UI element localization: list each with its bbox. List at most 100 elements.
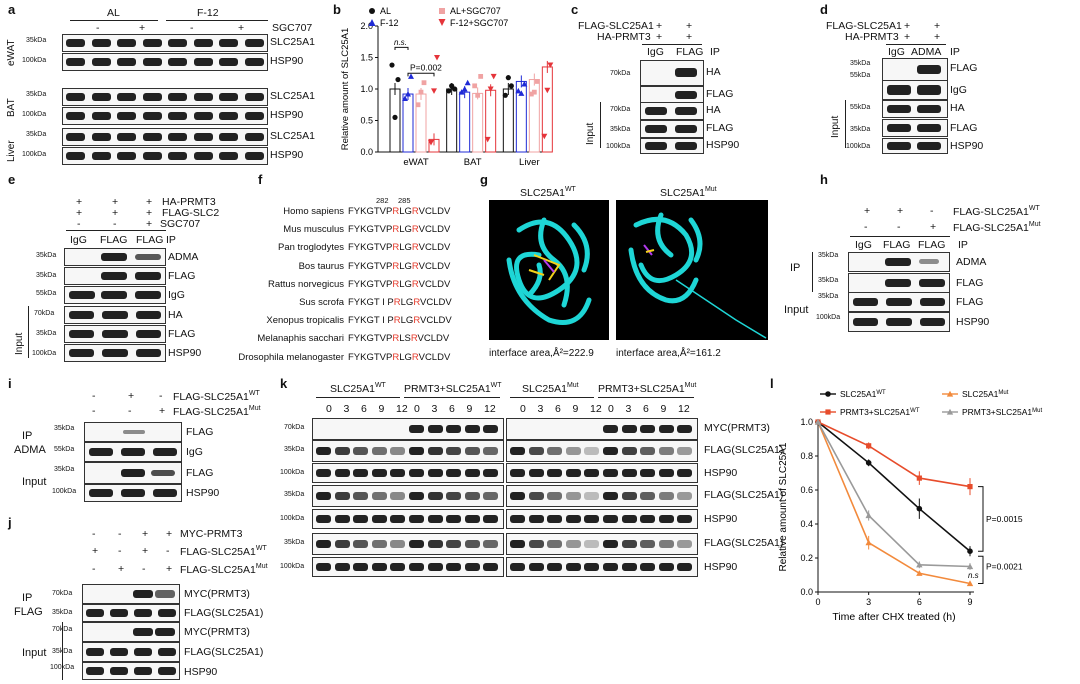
- time-point: 0: [326, 403, 332, 415]
- group-label: PRMT3+SLC25A1Mut: [598, 382, 697, 395]
- kda-marker: 70kDa: [52, 626, 73, 633]
- protein-label: HSP90: [704, 561, 738, 573]
- data-point: [528, 91, 534, 97]
- sign: +: [76, 196, 83, 208]
- protein-label: HSP90: [950, 140, 984, 152]
- species-name: Drosophila melanogaster: [238, 351, 344, 363]
- time-point: 12: [590, 403, 602, 415]
- protein-label: SLC25A1: [270, 90, 315, 102]
- arginine-residue: R: [411, 351, 419, 363]
- kda-marker: 100kDa: [816, 314, 841, 321]
- blot-flag-input: [882, 119, 948, 137]
- protein-label: FLAG(SLC25A1): [184, 646, 264, 658]
- data-point: [518, 90, 525, 96]
- protein-label: FLAG: [706, 122, 734, 134]
- blot-ha: [64, 306, 166, 324]
- kda-marker: 35kDa: [284, 539, 305, 546]
- kda-marker: 100kDa: [280, 469, 305, 476]
- data-point: [502, 92, 508, 98]
- sequence-part: VCLDV: [418, 260, 451, 272]
- y-tick-label: 0.0: [800, 587, 813, 597]
- divider: [886, 44, 946, 45]
- legend-name: SLC25A1: [962, 389, 999, 399]
- input-label: Input: [585, 122, 596, 145]
- row-label: HA-PRMT3: [845, 31, 899, 43]
- legend-label: PRMT3+SLC25A1Mut: [962, 407, 1043, 417]
- arginine-residue: R: [410, 333, 418, 345]
- kda-marker: 55kDa: [850, 104, 871, 111]
- species-name: Xenopus tropicalis: [266, 315, 344, 327]
- blot-slc25a1-ewat: [62, 34, 268, 52]
- y-tick-label: 0.5: [360, 116, 373, 126]
- ip-antibody-label: FLAG: [14, 606, 43, 618]
- data-point: [967, 484, 973, 490]
- sign: +: [934, 31, 941, 43]
- annotation-p: P=0.0015: [986, 514, 1023, 524]
- kda-marker: 100kDa: [50, 664, 75, 671]
- blot-hsp90: [64, 344, 166, 362]
- row-label: FLAG-SLC25A1: [826, 20, 902, 32]
- sign: -: [113, 218, 117, 230]
- blot-hsp90-bat: [62, 107, 268, 125]
- data-point: [421, 80, 427, 86]
- data-point: [490, 73, 497, 80]
- arginine-residue: R: [392, 351, 400, 363]
- sign: +: [76, 207, 83, 219]
- panel-letter: b: [333, 2, 341, 17]
- row-label: FLAG-SLC2: [162, 207, 220, 219]
- sign: +: [864, 205, 871, 217]
- blot-myc-input: [82, 622, 180, 642]
- protein-label: IgG: [186, 446, 203, 458]
- protein-label: HSP90: [956, 316, 990, 328]
- legend-label: PRMT3+SLC25A1WT: [840, 407, 920, 417]
- blot-flag: [64, 267, 166, 285]
- blot-hsp90: [84, 484, 182, 502]
- sign: +: [656, 20, 663, 32]
- row-label: FLAG-SLC25A1WT: [173, 390, 260, 403]
- sign: +: [934, 20, 941, 32]
- ip-col: FLAG: [676, 46, 704, 58]
- blot-flag-input: [84, 462, 182, 484]
- panel-letter: a: [8, 2, 16, 17]
- bar: [502, 88, 514, 153]
- ip-col: IgG: [647, 46, 664, 58]
- legend-sup: WT: [876, 390, 886, 396]
- data-point: [967, 548, 973, 554]
- arginine-residue: R: [393, 297, 401, 308]
- legend-marker: [825, 409, 831, 415]
- protein-label: HA: [706, 66, 721, 78]
- blot-hsp90: [82, 662, 180, 680]
- sign: +: [166, 528, 173, 540]
- sign: +: [118, 563, 125, 575]
- y-tick-label: 0.6: [800, 485, 813, 495]
- sign: +: [112, 207, 119, 219]
- data-point: [446, 88, 452, 94]
- group-line: [166, 20, 268, 21]
- data-point: [434, 55, 440, 61]
- protein-label: FLAG: [186, 467, 214, 479]
- legend-label: AL: [380, 6, 391, 16]
- data-point: [534, 79, 540, 84]
- sign: -: [142, 563, 146, 575]
- data-point: [428, 140, 434, 146]
- kda-marker: 70kDa: [34, 310, 55, 317]
- kda-marker: 55kDa: [850, 72, 871, 79]
- bracket: [600, 102, 601, 148]
- sequence: FYKGTVPRLGRVCLDV: [348, 206, 450, 217]
- kda-marker: 35kDa: [818, 293, 839, 300]
- blot-slc25a1-liver: [62, 128, 268, 146]
- sign: +: [92, 545, 99, 557]
- kda-marker: 55kDa: [54, 446, 75, 453]
- blot-k: [506, 509, 698, 529]
- panel-letter: e: [8, 172, 16, 187]
- blot-k: [312, 440, 504, 462]
- sign: -: [92, 405, 96, 417]
- protein-label: HA: [706, 104, 721, 116]
- input-label: Input: [22, 647, 47, 659]
- sign: +: [146, 218, 153, 230]
- sign: +: [128, 390, 135, 402]
- blot-flag-input: [64, 325, 166, 343]
- protein-label: HSP90: [270, 149, 304, 161]
- time-point: 9: [466, 403, 473, 415]
- tissue-label: eWAT: [6, 39, 17, 66]
